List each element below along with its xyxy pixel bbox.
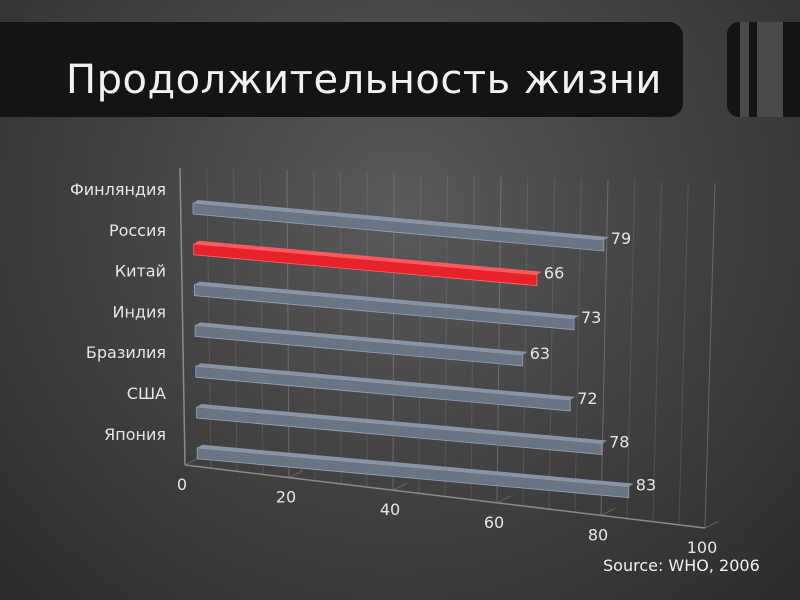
bar (193, 243, 538, 287)
bar-top-face (194, 281, 579, 319)
value-label: 66 (544, 264, 564, 283)
category-label: Китай (115, 262, 166, 281)
grid-line-minor (626, 180, 636, 519)
bar-top-face (193, 240, 542, 275)
category-label: Индия (112, 302, 166, 321)
grid-line-minor (678, 182, 689, 525)
page-title: Продолжительность жизни (66, 57, 662, 103)
bar (194, 324, 524, 367)
grid-depth-line (184, 457, 200, 466)
x-tick-label: 40 (380, 500, 400, 519)
x-tick-label: 80 (588, 525, 608, 544)
category-label: США (127, 384, 166, 403)
category-label: Финляндия (70, 180, 166, 199)
value-label: 83 (636, 476, 656, 495)
y-axis (179, 167, 186, 466)
value-label: 78 (609, 433, 629, 452)
bar (193, 284, 575, 331)
grid-depth-line (288, 470, 304, 479)
grid-depth-line (704, 520, 720, 529)
grid-line (600, 179, 609, 516)
bar (196, 447, 630, 499)
x-axis (184, 464, 706, 529)
decor-stripe (757, 22, 783, 117)
grid-line (496, 176, 502, 503)
grid-line-minor (574, 179, 582, 513)
bar-top-face (197, 444, 634, 487)
bar-top-face (193, 200, 609, 240)
category-label: Япония (104, 425, 166, 444)
category-label: Россия (109, 221, 166, 240)
bar (196, 406, 603, 455)
x-tick-label: 0 (177, 475, 187, 494)
grid-depth-line (600, 507, 616, 516)
value-label: 63 (530, 344, 550, 363)
grid-line-minor (652, 181, 662, 522)
value-label: 73 (581, 308, 601, 327)
grid-depth-line (392, 482, 408, 491)
value-label: 72 (577, 389, 597, 408)
category-label: Бразилия (86, 343, 166, 362)
x-tick-label: 60 (484, 513, 504, 532)
grid-depth-line (496, 495, 512, 504)
bar-top-face (196, 404, 608, 444)
bar-top-face (195, 322, 528, 355)
title-band (0, 22, 683, 117)
decor-stripe (740, 22, 749, 117)
x-tick-label: 100 (687, 538, 718, 557)
x-tick-label: 20 (276, 488, 296, 507)
grid-line-minor (522, 177, 529, 506)
value-label: 79 (611, 229, 631, 248)
bar-top-face (195, 363, 576, 400)
bar (195, 365, 571, 412)
source-note: Source: WHO, 2006 (603, 556, 760, 575)
grid-line (704, 182, 716, 529)
bar (192, 202, 605, 252)
